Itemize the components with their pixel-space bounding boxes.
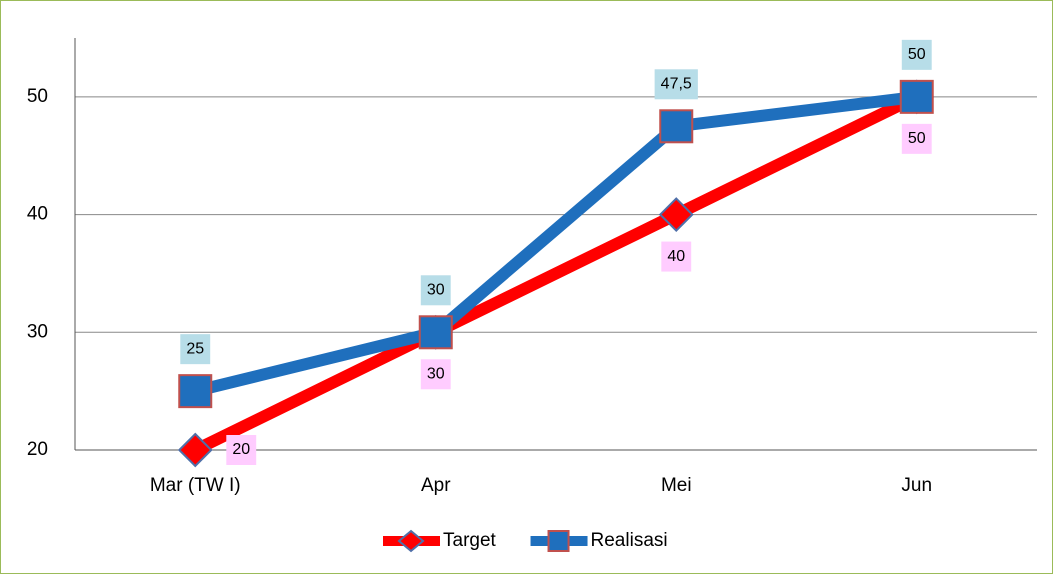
x-tick-label: Apr xyxy=(421,475,451,496)
data-label-bg xyxy=(661,241,692,272)
y-tick-label: 50 xyxy=(27,86,48,107)
marker xyxy=(418,315,453,350)
marker xyxy=(899,79,934,114)
x-tick-label: Mei xyxy=(661,475,692,496)
x-tick-label: Mar (TW I) xyxy=(150,475,241,496)
data-label: 47,5 xyxy=(661,76,692,93)
legend-label: Realisasi xyxy=(591,530,668,551)
marker xyxy=(659,109,694,144)
data-label: 30 xyxy=(427,282,445,299)
marker xyxy=(177,432,213,468)
data-label-bg xyxy=(901,39,932,70)
y-tick-label: 30 xyxy=(27,321,48,342)
data-label: 50 xyxy=(908,46,926,63)
y-tick-label: 20 xyxy=(27,439,48,460)
legend-marker xyxy=(397,529,425,553)
series-line xyxy=(193,90,918,397)
data-label-bg xyxy=(901,123,932,154)
data-label-bg xyxy=(654,69,698,100)
data-label-bg xyxy=(226,435,257,465)
data-label: 25 xyxy=(186,340,204,357)
data-label: 30 xyxy=(427,366,445,383)
legend-label: Target xyxy=(443,530,497,551)
y-tick-label: 40 xyxy=(27,204,48,225)
marker xyxy=(178,374,213,409)
data-label-bg xyxy=(420,359,451,390)
data-label: 40 xyxy=(667,248,685,265)
data-label-bg xyxy=(180,334,211,365)
data-label: 50 xyxy=(908,130,926,147)
data-label: 20 xyxy=(232,441,250,458)
data-label-bg xyxy=(420,275,451,306)
x-tick-label: Jun xyxy=(901,475,932,496)
legend-marker xyxy=(547,530,570,552)
series-line xyxy=(192,91,920,456)
marker xyxy=(658,197,694,232)
